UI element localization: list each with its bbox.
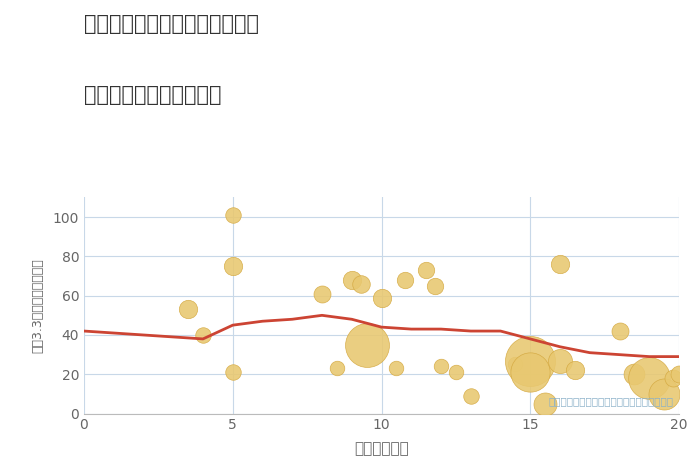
Point: [510, 360, 521, 368]
Point: [465, 392, 476, 399]
Point: [391, 365, 402, 372]
Point: [554, 357, 566, 364]
Point: [644, 375, 655, 382]
Point: [525, 357, 536, 364]
X-axis label: 駅距離（分）: 駅距離（分）: [354, 441, 409, 456]
Text: 兵庫県たつの市揖保川町野田の: 兵庫県たつの市揖保川町野田の: [84, 14, 259, 34]
Point: [331, 365, 342, 372]
Point: [346, 276, 357, 284]
Point: [376, 294, 387, 301]
Point: [227, 212, 238, 219]
Text: 駅距離別中古戸建て価格: 駅距離別中古戸建て価格: [84, 85, 221, 105]
Point: [183, 306, 194, 313]
Point: [361, 341, 372, 349]
Point: [668, 375, 679, 382]
Point: [435, 363, 447, 370]
Point: [554, 260, 566, 268]
Point: [400, 276, 411, 284]
Point: [450, 368, 461, 376]
Point: [197, 331, 209, 339]
Point: [430, 282, 441, 290]
Point: [540, 400, 551, 407]
Point: [227, 262, 238, 270]
Point: [421, 266, 432, 274]
Point: [614, 327, 625, 335]
Point: [569, 367, 580, 374]
Point: [316, 290, 328, 298]
Point: [525, 368, 536, 376]
Point: [355, 280, 366, 288]
Point: [673, 370, 685, 378]
Text: 円の大きさは、取引のあった物件面積を示す: 円の大きさは、取引のあった物件面積を示す: [548, 396, 673, 406]
Point: [629, 370, 640, 378]
Y-axis label: 坪（3.3㎡）単価（万円）: 坪（3.3㎡）単価（万円）: [32, 258, 44, 353]
Point: [227, 368, 238, 376]
Point: [659, 390, 670, 398]
